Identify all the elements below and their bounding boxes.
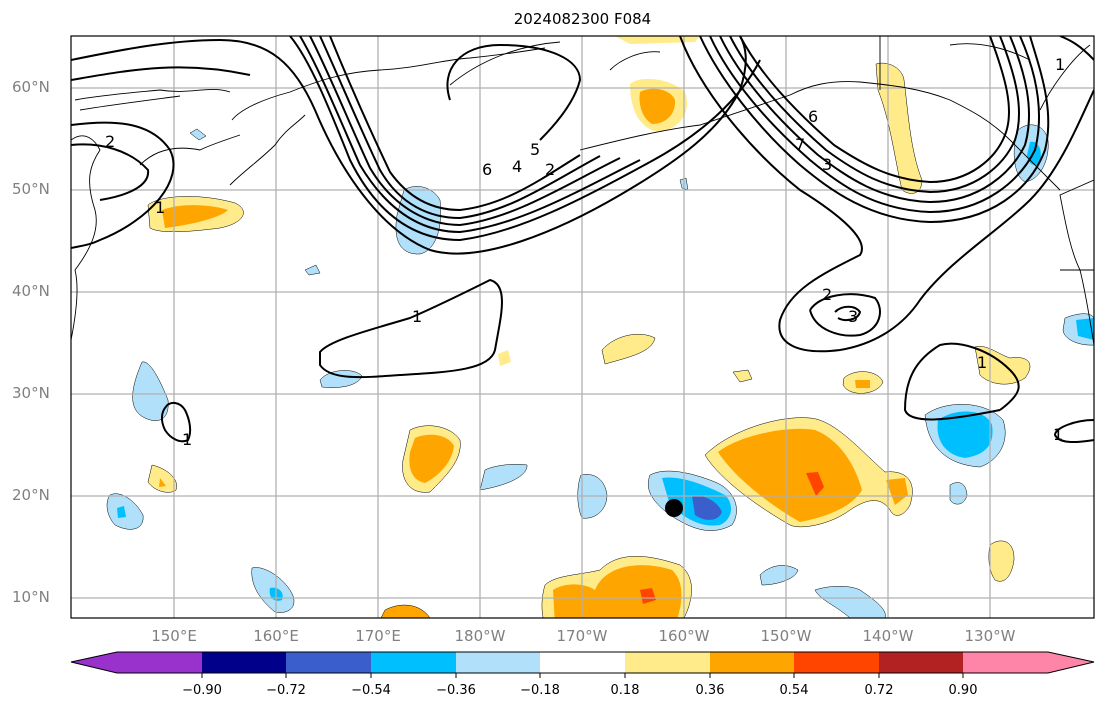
lat-label-60n: 60°N	[12, 78, 50, 96]
contour-label-6b: 6	[808, 107, 818, 126]
contour-label-2c: 2	[822, 285, 832, 304]
colorbar-tick-label: 0.90	[948, 683, 978, 698]
colorbar-tick-label: −0.54	[351, 683, 391, 698]
colorbar-extend-max	[963, 652, 1094, 673]
colorbar-tick-label: −0.72	[266, 683, 306, 698]
lon-label-170e: 170°E	[355, 627, 401, 645]
colorbar-segment	[540, 652, 625, 673]
contour-label-1b: 1	[412, 307, 422, 326]
colorbar-segment	[202, 652, 286, 673]
contour-label-1: 1	[155, 198, 165, 217]
colorbar-extend-min	[71, 652, 202, 673]
colorbar-segment	[371, 652, 456, 673]
lon-label-140w: 140°W	[862, 627, 914, 645]
contour-label-2b: 2	[545, 160, 555, 179]
colorbar-segment	[456, 652, 540, 673]
lon-label-130w: 130°W	[964, 627, 1016, 645]
location-marker	[665, 499, 683, 517]
anomaly-fill	[106, 36, 1094, 618]
colorbar-tick-label: 0.72	[864, 683, 894, 698]
lon-label-160w: 160°W	[658, 627, 710, 645]
map-title: 2024082300 F084	[513, 10, 652, 28]
contour-label-5: 5	[530, 140, 540, 159]
colorbar-segment	[625, 652, 710, 673]
lat-label-40n: 40°N	[12, 282, 50, 300]
contour-label-1e: 1	[1055, 55, 1065, 74]
colorbar-segment	[710, 652, 794, 673]
contour-label-4: 4	[512, 157, 522, 176]
lon-label-170w: 170°W	[556, 627, 608, 645]
contour-label-1d: 1	[1053, 425, 1063, 444]
lat-label-10n: 10°N	[12, 588, 50, 606]
map-area: 2 1 6 5 4 2 6 7 3 2 3 1 1 1 1 1	[71, 36, 1094, 618]
lon-label-160e: 160°E	[253, 627, 299, 645]
colorbar-tick-label: −0.90	[182, 683, 222, 698]
colorbar-tick-label: 0.54	[779, 683, 809, 698]
contour-label-3: 3	[822, 155, 832, 174]
contour-label-6: 6	[482, 160, 492, 179]
contour-labels: 2 1 6 5 4 2 6 7 3 2 3 1 1 1 1 1	[105, 55, 1065, 449]
lat-label-20n: 20°N	[12, 486, 50, 504]
contour-label-3b: 3	[848, 307, 858, 326]
colorbar-tick-label: −0.18	[520, 683, 560, 698]
lon-label-150w: 150°W	[760, 627, 812, 645]
lat-label-30n: 30°N	[12, 384, 50, 402]
colorbar-segment	[794, 652, 879, 673]
graticule	[71, 36, 1094, 618]
colorbar-tick-label: −0.36	[436, 683, 476, 698]
colorbar	[70, 651, 1095, 678]
lat-label-50n: 50°N	[12, 180, 50, 198]
colorbar-tick-label: 0.18	[610, 683, 640, 698]
colorbar-segment	[286, 652, 371, 673]
colorbar-segment	[879, 652, 963, 673]
contour-label-7: 7	[795, 135, 805, 154]
map-frame	[70, 35, 1095, 619]
contour-label-2: 2	[105, 132, 115, 151]
lon-label-180w: 180°W	[454, 627, 506, 645]
contour-label-1c: 1	[977, 353, 987, 372]
colorbar-tick-label: 0.36	[695, 683, 725, 698]
contours	[71, 36, 1094, 443]
contour-label-1f: 1	[182, 430, 192, 449]
lon-label-150e: 150°E	[151, 627, 197, 645]
